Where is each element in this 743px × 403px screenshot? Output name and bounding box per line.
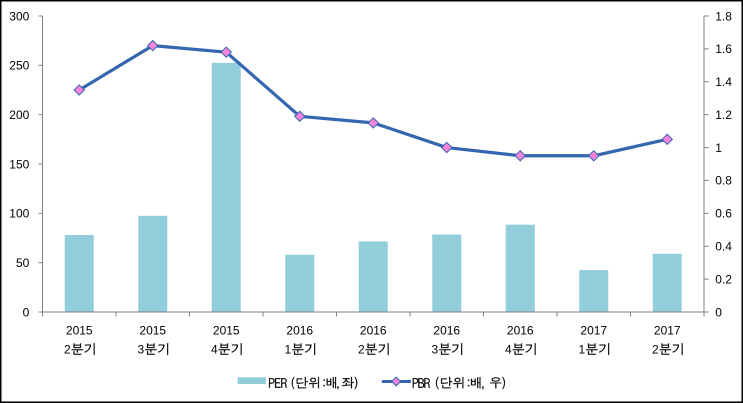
svg-text:250: 250 [9, 59, 29, 73]
svg-text:0.6: 0.6 [715, 207, 732, 221]
svg-text:50: 50 [16, 256, 30, 270]
svg-text:2: 2 [652, 342, 659, 356]
svg-text:2017: 2017 [580, 323, 607, 337]
svg-text:1: 1 [284, 342, 291, 356]
svg-text:3: 3 [137, 342, 144, 356]
svg-text:0: 0 [23, 305, 30, 319]
svg-text:0.2: 0.2 [715, 272, 732, 286]
svg-text:1.6: 1.6 [715, 42, 732, 56]
svg-text:1: 1 [578, 342, 585, 356]
svg-text:2016: 2016 [433, 323, 460, 337]
svg-text:0.4: 0.4 [715, 240, 732, 254]
svg-text:2015: 2015 [66, 323, 93, 337]
svg-text:2: 2 [358, 342, 365, 356]
svg-text:2015: 2015 [213, 323, 240, 337]
svg-text:150: 150 [9, 157, 29, 171]
svg-text:300: 300 [9, 9, 29, 23]
svg-text:2017: 2017 [654, 323, 681, 337]
svg-text:2: 2 [64, 342, 71, 356]
svg-text:3: 3 [431, 342, 438, 356]
svg-text:4: 4 [505, 342, 512, 356]
svg-text:2015: 2015 [139, 323, 166, 337]
svg-text:2016: 2016 [286, 323, 313, 337]
svg-text:0.8: 0.8 [715, 174, 732, 188]
svg-text:1.2: 1.2 [715, 108, 732, 122]
svg-text:200: 200 [9, 108, 29, 122]
svg-text:1.4: 1.4 [715, 75, 732, 89]
svg-text:1: 1 [715, 141, 722, 155]
svg-text:4: 4 [211, 342, 218, 356]
svg-text:2016: 2016 [360, 323, 387, 337]
svg-text:0: 0 [715, 305, 722, 319]
svg-text:2016: 2016 [507, 323, 534, 337]
svg-text:100: 100 [9, 207, 29, 221]
svg-text:1.8: 1.8 [715, 9, 732, 23]
